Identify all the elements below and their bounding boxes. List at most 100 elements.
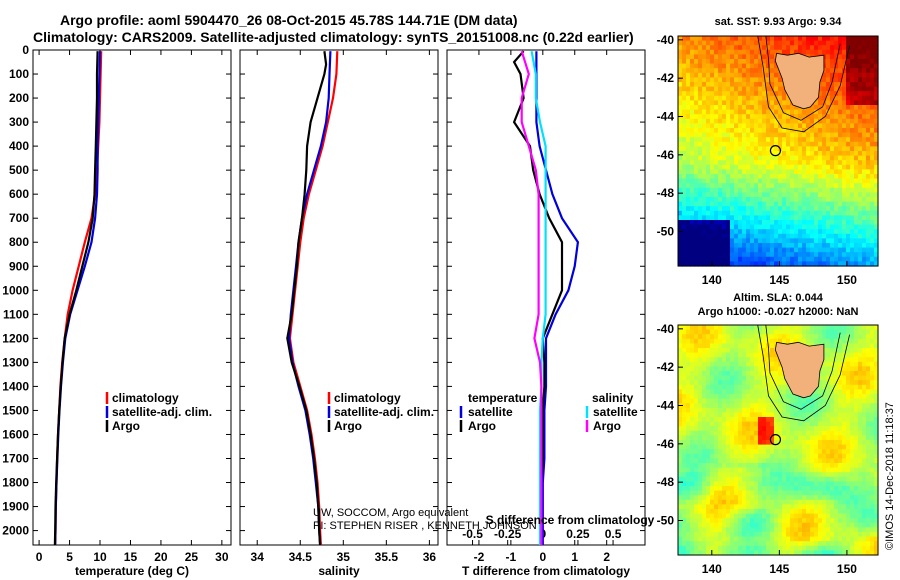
map-cell [734,325,739,331]
map-cell [682,453,687,459]
map-cell [846,247,851,253]
map-cell [798,45,803,51]
map-cell [694,243,699,249]
map-cell [690,109,695,115]
map-cell [758,229,763,235]
map-cell [762,252,767,258]
map-cell [690,95,695,101]
map-cell [690,334,695,340]
map-cell [742,499,747,505]
map-cell [686,36,691,42]
map-cell [862,435,867,441]
map-cell [750,45,755,51]
map-cell [802,224,807,230]
map-cell [718,45,723,51]
map-cell [826,201,831,207]
map-cell [694,68,699,74]
map-cell [874,49,879,55]
map-cell [778,361,783,367]
y-tick-label: 1700 [2,451,29,465]
map-cell [826,380,831,386]
map-cell [778,463,783,469]
map-cell [694,509,699,515]
map-cell [818,421,823,427]
map-cell [790,36,795,42]
map-cell [690,40,695,46]
map-cell [834,430,839,436]
map-cell [774,77,779,83]
map-cell [758,141,763,147]
map-cell [730,77,735,83]
map-cell [682,224,687,230]
map-cell [822,123,827,129]
map-cell [750,384,755,390]
map-cell [814,132,819,138]
map-cell [850,357,855,363]
map-cell [826,155,831,161]
map-cell [750,417,755,423]
map-cell [846,118,851,124]
map-cell [850,187,855,193]
map-cell [770,114,775,120]
map-cell [682,215,687,221]
map-cell [742,183,747,189]
map-cell [758,201,763,207]
map-cell [858,366,863,372]
map-cell [714,486,719,492]
map-cell [786,476,791,482]
map-cell [854,504,859,510]
map-cell [826,36,831,42]
map-cell [702,361,707,367]
map-cell [754,215,759,221]
map-cell [758,82,763,88]
map-cell [706,238,711,244]
map-cell [690,329,695,335]
map-cell [750,467,755,473]
map-cell [774,151,779,157]
map-cell [858,472,863,478]
map-cell [746,371,751,377]
map-cell [690,357,695,363]
map-cell [802,128,807,134]
map-cell [742,348,747,354]
map-cell [846,77,851,83]
map-cell [830,329,835,335]
map-cell [730,426,735,432]
map-cell [834,238,839,244]
map-cell [730,146,735,152]
map-cell [818,233,823,239]
map-cell [746,343,751,349]
map-cell [758,463,763,469]
map-cell [870,178,875,184]
series-line-s-satellite [530,51,547,545]
map-cell [706,481,711,487]
map-cell [678,128,683,134]
map-cell [818,334,823,340]
map-cell [858,210,863,216]
map-cell [718,100,723,106]
map-cell [846,215,851,221]
map-cell [758,453,763,459]
map-cell [798,128,803,134]
map-cell [806,329,811,335]
map-cell [746,458,751,464]
map-cell [706,45,711,51]
map-cell [738,72,743,78]
map-cell [770,137,775,143]
map-cell [762,522,767,528]
map-cell [730,128,735,134]
map-cell [798,509,803,515]
map-cell [858,114,863,120]
map-cell [778,449,783,455]
map-cell [866,440,871,446]
map-cell [858,490,863,496]
map-cell [770,160,775,166]
map-cell [742,95,747,101]
map-cell [854,361,859,367]
map-cell [738,453,743,459]
map-cell [694,164,699,170]
map-cell [746,394,751,400]
map-cell [682,486,687,492]
map-cell [734,86,739,92]
map-cell [710,192,715,198]
